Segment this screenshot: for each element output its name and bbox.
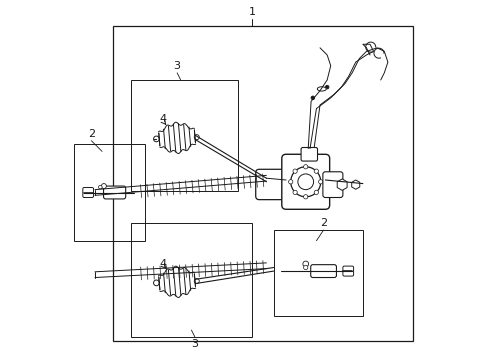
- Text: 4: 4: [159, 114, 167, 124]
- FancyBboxPatch shape: [323, 172, 343, 198]
- Bar: [74, 144, 145, 241]
- Circle shape: [101, 184, 106, 189]
- Circle shape: [293, 169, 297, 173]
- Bar: [131, 223, 252, 337]
- Circle shape: [304, 265, 308, 270]
- FancyBboxPatch shape: [311, 265, 337, 278]
- Circle shape: [98, 185, 102, 189]
- Text: 3: 3: [173, 61, 181, 71]
- Text: 3: 3: [192, 339, 198, 349]
- FancyBboxPatch shape: [301, 148, 318, 161]
- Circle shape: [303, 261, 309, 267]
- Circle shape: [291, 167, 321, 197]
- Bar: [113, 26, 413, 341]
- Bar: [131, 80, 238, 191]
- Circle shape: [153, 280, 159, 286]
- Circle shape: [153, 136, 159, 142]
- FancyBboxPatch shape: [282, 154, 330, 209]
- Text: 2: 2: [88, 129, 95, 139]
- Circle shape: [325, 85, 329, 89]
- FancyBboxPatch shape: [256, 169, 288, 200]
- Ellipse shape: [318, 87, 326, 91]
- Circle shape: [311, 96, 315, 100]
- Circle shape: [194, 135, 199, 140]
- Circle shape: [298, 174, 314, 190]
- Bar: [273, 230, 363, 316]
- FancyBboxPatch shape: [103, 186, 126, 199]
- Circle shape: [194, 279, 199, 284]
- Text: 2: 2: [320, 218, 327, 228]
- FancyBboxPatch shape: [83, 188, 94, 198]
- Circle shape: [293, 190, 297, 194]
- Circle shape: [304, 195, 308, 199]
- Circle shape: [289, 180, 293, 184]
- Text: 1: 1: [248, 7, 256, 17]
- Circle shape: [318, 180, 323, 184]
- Text: 4: 4: [159, 259, 167, 269]
- FancyBboxPatch shape: [343, 266, 354, 276]
- Circle shape: [314, 169, 319, 173]
- Circle shape: [304, 165, 308, 169]
- Circle shape: [314, 190, 319, 194]
